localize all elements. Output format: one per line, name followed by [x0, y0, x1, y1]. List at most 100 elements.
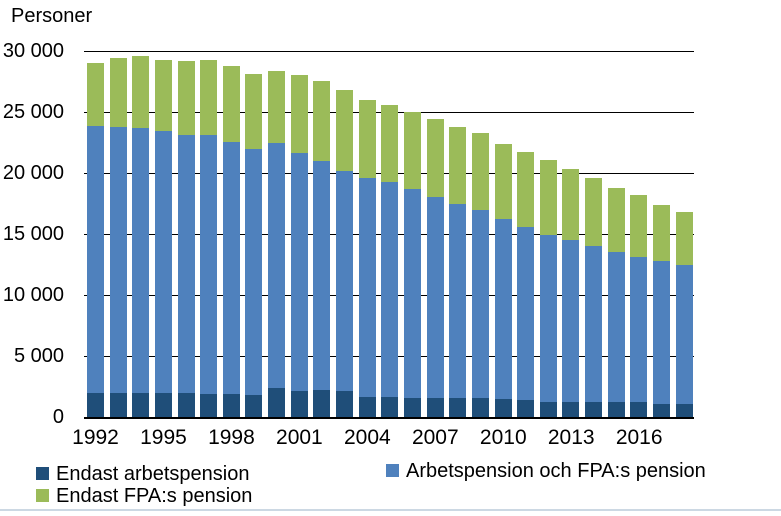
legend-item-endast-arbetspension: Endast arbetspension [36, 463, 249, 485]
bar-segment [222, 141, 240, 395]
bar-segment [494, 143, 512, 219]
bar-2013 [562, 168, 580, 417]
bar-segment [471, 133, 489, 211]
bar-2005 [381, 104, 399, 417]
x-tick-label-1992: 1992 [72, 426, 119, 449]
bar-segment [517, 152, 535, 227]
x-tick-label-2010: 2010 [479, 426, 527, 449]
bar-1997 [200, 59, 218, 417]
bar-segment [403, 112, 421, 189]
bar-segment [245, 149, 263, 396]
bar-segment [630, 194, 648, 258]
y-tick-label-30000: 30 000 [2, 40, 64, 62]
bar-2016 [630, 194, 648, 417]
bar-segment [653, 204, 671, 262]
bar-segment [313, 80, 331, 162]
bar-segment [177, 134, 195, 393]
bar-segment [290, 390, 308, 417]
bar-segment [449, 203, 467, 399]
bar-segment [403, 188, 421, 399]
bar-segment [381, 104, 399, 182]
bar-segment [426, 119, 444, 197]
bar-segment [109, 127, 127, 393]
bar-segment [539, 401, 557, 417]
bar-segment [290, 152, 308, 391]
bar-segment [653, 403, 671, 417]
bar-segment [471, 210, 489, 399]
bar-1992 [87, 62, 104, 417]
bar-segment [653, 261, 671, 404]
bar-segment [539, 235, 557, 402]
gridline-30000 [84, 51, 694, 52]
bar-segment [449, 126, 467, 204]
x-tick-label-1995: 1995 [140, 426, 187, 449]
bar-2017 [653, 204, 671, 417]
legend-item-arbetspension-och-fpa: Arbetspension och FPA:s pension [386, 460, 706, 482]
bar-segment [268, 387, 286, 417]
legend-swatch-dark-blue [36, 467, 49, 480]
y-axis-title: Personer [11, 5, 93, 27]
bar-segment [132, 128, 150, 394]
bar-segment [675, 403, 693, 417]
bar-segment [607, 402, 625, 417]
legend-swatch-green [36, 489, 49, 502]
bar-segment [109, 392, 127, 417]
legend-label: Arbetspension och FPA:s pension [406, 460, 706, 482]
bar-segment [607, 188, 625, 252]
bar-segment [200, 394, 218, 417]
bar-segment [562, 401, 580, 417]
bar-segment [154, 60, 172, 131]
y-tick-label-20000: 20 000 [2, 162, 64, 184]
bar-segment [449, 398, 467, 417]
bar-1995 [154, 60, 172, 417]
bar-2014 [585, 177, 603, 417]
bar-segment [675, 212, 693, 266]
bottom-separator [0, 509, 781, 511]
legend-label: Endast FPA:s pension [56, 485, 253, 507]
bar-1999 [245, 73, 263, 417]
bar-segment [245, 395, 263, 417]
bar-segment [336, 170, 354, 391]
x-tick-label-2016: 2016 [615, 426, 663, 449]
bar-segment [381, 397, 399, 417]
bar-segment [313, 390, 331, 417]
bar-segment [87, 393, 104, 417]
bar-segment [630, 402, 648, 417]
y-tick-label-0: 0 [52, 406, 64, 428]
bar-2001 [290, 75, 308, 417]
bar-segment [200, 59, 218, 136]
bar-segment [313, 161, 331, 391]
bar-segment [585, 177, 603, 247]
bar-2011 [517, 152, 535, 417]
bar-segment [222, 65, 240, 142]
bar-2007 [426, 119, 444, 417]
bar-segment [290, 75, 308, 153]
y-tick-label-15000: 15 000 [2, 223, 64, 245]
bar-2012 [539, 160, 557, 417]
bar-segment [87, 62, 104, 127]
legend-item-endast-fpa: Endast FPA:s pension [36, 485, 252, 507]
bar-segment [358, 396, 376, 417]
bar-segment [109, 57, 127, 128]
x-tick-label-2007: 2007 [411, 426, 459, 449]
bar-segment [585, 401, 603, 417]
x-tick-label-2001: 2001 [276, 426, 323, 449]
bar-segment [358, 100, 376, 178]
bar-segment [200, 135, 218, 395]
x-tick-label-2004: 2004 [343, 426, 391, 449]
bars-container [84, 51, 694, 417]
bar-segment [517, 399, 535, 417]
bar-segment [358, 177, 376, 397]
bar-segment [562, 168, 580, 241]
bar-segment [675, 265, 693, 404]
bar-segment [426, 398, 444, 417]
bar-segment [132, 393, 150, 417]
bar-segment [471, 398, 489, 417]
bar-segment [607, 251, 625, 403]
bar-segment [381, 181, 399, 398]
bar-segment [177, 61, 195, 135]
bar-segment [177, 392, 195, 417]
bar-2009 [471, 133, 489, 417]
bar-segment [494, 218, 512, 400]
bar-2015 [607, 188, 625, 417]
